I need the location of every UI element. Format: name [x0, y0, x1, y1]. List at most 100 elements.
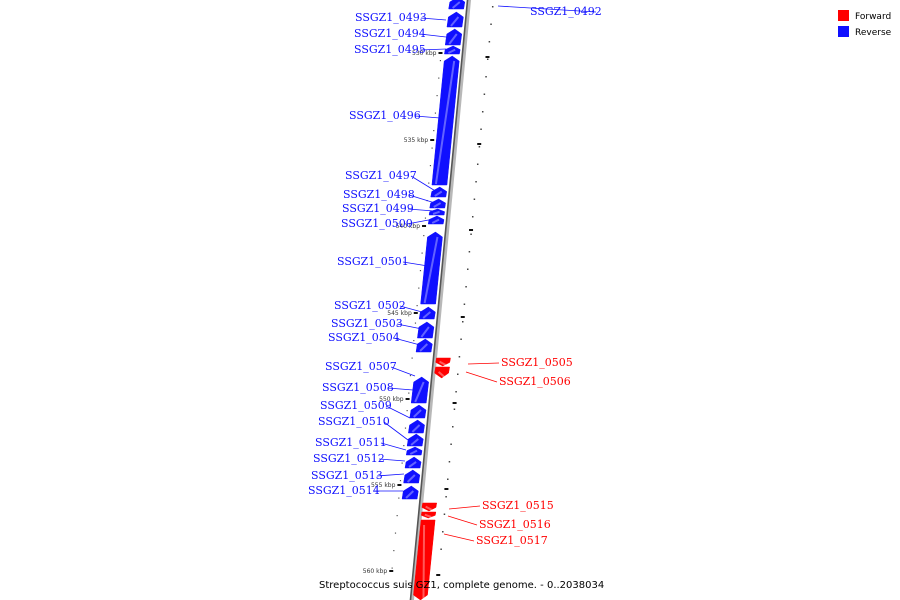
kbp-tick-right	[477, 143, 482, 145]
minor-tick	[463, 303, 466, 305]
gene-label[interactable]: SSGZ1_0512	[313, 452, 385, 465]
kbp-scale: 530 kbp 535 kbp 540 kbp 545 kbp 550 kbp 555 k…	[363, 50, 490, 576]
gene-label[interactable]: SSGZ1_0510	[318, 415, 390, 428]
legend-forward-swatch	[838, 10, 849, 21]
backbone-line	[409, 0, 469, 600]
gene-label[interactable]: SSGZ1_0492	[530, 5, 602, 18]
minor-tick	[466, 268, 469, 270]
gene-label[interactable]: SSGZ1_0511	[315, 436, 387, 449]
gene-highlight	[406, 474, 416, 483]
minor-tick	[486, 58, 489, 60]
gene-ssgz1-0511[interactable]	[405, 446, 423, 456]
gene-label[interactable]: SSGZ1_0496	[349, 109, 421, 122]
gene-ssgz1-0493[interactable]	[446, 11, 464, 28]
kbp-tick-left	[438, 52, 443, 54]
gene-label[interactable]: SSGZ1_0517	[476, 534, 548, 547]
minor-tick	[470, 233, 472, 235]
gene-label-connector	[443, 533, 475, 542]
minor-tick	[460, 338, 462, 340]
gene-label[interactable]: SSGZ1_0508	[322, 381, 394, 394]
gene-label-connector	[419, 33, 447, 38]
gene-highlight	[425, 505, 433, 511]
gene-label[interactable]: SSGZ1_0499	[342, 202, 414, 215]
gene-highlight	[413, 409, 422, 418]
gene-ssgz1-0498[interactable]	[429, 198, 446, 209]
gene-label-connector	[419, 48, 447, 51]
kbp-tick-left	[405, 398, 410, 400]
gene-ssgz1-0517[interactable]	[413, 519, 436, 600]
gene-label[interactable]: SSGZ1_0506	[499, 375, 571, 388]
gene-label[interactable]: SSGZ1_0505	[501, 356, 573, 369]
gene-label[interactable]: SSGZ1_0502	[334, 299, 406, 312]
gene-ssgz1-0515[interactable]	[421, 502, 437, 512]
genome-caption: Streptococcus suis GZ1, complete genome.…	[319, 580, 604, 591]
minor-tick	[413, 340, 415, 342]
gene-highlight	[422, 311, 431, 319]
minor-tick	[419, 270, 422, 272]
legend-forward-label: Forward	[855, 12, 891, 22]
kbp-tick-right	[485, 56, 490, 58]
gene-label[interactable]: SSGZ1_0513	[311, 469, 383, 482]
gene-label[interactable]: SSGZ1_0509	[320, 399, 392, 412]
gene-ssgz1-0512[interactable]	[404, 456, 422, 469]
minor-tick	[401, 462, 403, 464]
gene-ssgz1-0494[interactable]	[444, 28, 463, 46]
gene-ssgz1-0514[interactable]	[401, 485, 419, 500]
minor-tick	[462, 321, 464, 323]
gene-label-connector	[448, 505, 481, 510]
minor-tick	[391, 567, 393, 569]
gene-ssgz1-0503[interactable]	[417, 321, 435, 339]
gene-label-connector	[467, 362, 500, 365]
gene-ssgz1-0496[interactable]	[431, 55, 460, 186]
gene-ssgz1-0492[interactable]	[448, 0, 466, 10]
backbone	[409, 0, 472, 600]
kbp-tick-left	[430, 139, 435, 141]
minor-tick	[447, 478, 449, 480]
gene-highlight	[437, 371, 446, 378]
gene-ssgz1-0505[interactable]	[435, 357, 451, 367]
kbp-tick-left	[413, 312, 418, 314]
gene-label[interactable]: SSGZ1_0507	[325, 360, 397, 373]
gene-label[interactable]: SSGZ1_0495	[354, 43, 426, 56]
legend: Forward Reverse	[838, 10, 892, 38]
legend-reverse-label: Reverse	[855, 28, 892, 38]
gene-ssgz1-0504[interactable]	[415, 338, 433, 353]
minor-tick	[480, 128, 482, 130]
gene-label[interactable]: SSGZ1_0503	[331, 317, 403, 330]
minor-tick	[490, 23, 492, 25]
gene-label[interactable]: SSGZ1_0498	[343, 188, 415, 201]
gene-label[interactable]: SSGZ1_0493	[355, 11, 427, 24]
gene-ssgz1-0499[interactable]	[428, 208, 445, 216]
gene-ssgz1-0508[interactable]	[409, 404, 427, 419]
gene-label[interactable]: SSGZ1_0500	[341, 217, 413, 230]
gene-highlight	[414, 381, 425, 403]
gene-label[interactable]: SSGZ1_0515	[482, 499, 554, 512]
gene-ssgz1-0497[interactable]	[430, 186, 448, 198]
minor-tick	[434, 112, 437, 114]
gene-highlight	[432, 210, 440, 215]
gene-ssgz1-0495[interactable]	[444, 45, 461, 55]
gene-label[interactable]: SSGZ1_0494	[354, 27, 426, 40]
gene-ssgz1-0516[interactable]	[420, 511, 437, 519]
gene-label[interactable]: SSGZ1_0501	[337, 255, 409, 268]
gene-ssgz1-0509[interactable]	[408, 419, 425, 434]
minor-tick	[398, 497, 400, 499]
gene-ssgz1-0513[interactable]	[403, 469, 421, 484]
minor-tick	[409, 375, 412, 377]
minor-tick	[473, 198, 476, 200]
gene-ssgz1-0500[interactable]	[427, 215, 445, 225]
gene-ssgz1-0506[interactable]	[434, 366, 450, 379]
gene-label[interactable]: SSGZ1_0504	[328, 331, 400, 344]
backbone-shadow	[409, 0, 472, 600]
gene-highlight	[411, 424, 421, 433]
kbp-tick-right	[460, 316, 465, 318]
gene-label[interactable]: SSGZ1_0516	[479, 518, 551, 531]
gene-ssgz1-0507[interactable]	[410, 376, 429, 404]
minor-tick	[453, 408, 456, 410]
gene-label[interactable]: SSGZ1_0497	[345, 169, 417, 182]
gene-ssgz1-0510[interactable]	[406, 433, 424, 447]
minor-tick	[445, 496, 447, 498]
gene-ssgz1-0502[interactable]	[418, 306, 436, 320]
gene-label[interactable]: SSGZ1_0514	[308, 484, 380, 497]
gene-ssgz1-0501[interactable]	[420, 231, 443, 305]
